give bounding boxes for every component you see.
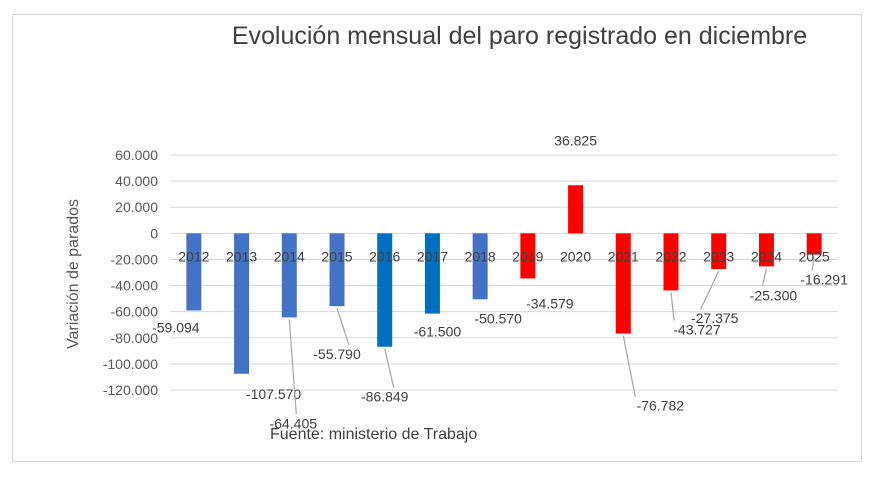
x-tick-label: 2019 (512, 248, 543, 264)
x-tick-label: 2012 (178, 248, 209, 264)
data-label-2012: -59.094 (152, 319, 200, 335)
leader-line (811, 256, 815, 271)
x-tick-label: 2014 (274, 248, 305, 264)
y-tick-label: -60.000 (111, 304, 159, 320)
x-tick-label: 2021 (608, 248, 639, 264)
x-tick-label: 2020 (560, 248, 591, 264)
x-tick-label: 2025 (799, 248, 830, 264)
bar-2013 (234, 233, 250, 374)
bar-2021 (615, 233, 631, 334)
bar-2024 (758, 233, 774, 267)
bar-2023 (711, 233, 727, 270)
bar-2018 (472, 233, 488, 300)
y-tick-label: -120.000 (103, 382, 158, 398)
leader-line (288, 319, 297, 415)
x-tick-label: 2024 (751, 248, 782, 264)
y-tick-label: 0 (150, 225, 158, 241)
data-label-2015: -55.790 (313, 346, 361, 362)
bar-2014 (281, 233, 297, 318)
leader-line (670, 292, 675, 321)
bar-2012 (186, 233, 202, 311)
bar-2019 (520, 233, 536, 279)
y-tick-label: -80.000 (111, 330, 159, 346)
y-tick-label: 40.000 (115, 173, 158, 189)
x-tick-label: 2016 (369, 248, 400, 264)
x-tick-label: 2018 (465, 248, 496, 264)
data-label-2013: -107.570 (246, 386, 301, 402)
x-tick-label: 2015 (321, 248, 352, 264)
bar-2017 (424, 233, 440, 314)
data-label-2022: -43.727 (673, 321, 721, 337)
y-tick-label: 60.000 (115, 147, 158, 163)
data-label-2024: -25.300 (750, 287, 798, 303)
y-tick-label: -20.000 (111, 251, 159, 267)
data-label-2019: -34.579 (526, 295, 574, 311)
y-tick-label: -40.000 (111, 278, 159, 294)
leader-line (622, 335, 636, 397)
data-label-2025: -16.291 (800, 272, 848, 288)
leader-line (761, 268, 768, 287)
data-label-2016: -86.849 (361, 389, 409, 405)
x-tick-label: 2013 (226, 248, 257, 264)
data-label-2014: -64.405 (270, 415, 318, 431)
source-note: Fuente: ministerio de Trabajo (270, 426, 478, 443)
y-tick-label: 20.000 (115, 199, 158, 215)
x-tick-label: 2023 (703, 248, 734, 264)
data-label-2021: -76.782 (637, 398, 685, 414)
data-label-2017: -61.500 (414, 324, 462, 340)
bar-2025 (806, 233, 822, 255)
x-tick-label: 2022 (655, 248, 686, 264)
chart-title: Evolución mensual del paro registrado en… (231, 22, 808, 50)
bar-2015 (329, 233, 345, 307)
data-label-2023: -27.375 (691, 310, 739, 326)
leader-line (384, 348, 395, 388)
data-label-2020: 36.825 (554, 132, 597, 148)
data-label-2018: -50.570 (474, 310, 522, 326)
bar-2016 (377, 233, 393, 347)
bar-2022 (663, 233, 679, 291)
x-tick-label: 2017 (417, 248, 448, 264)
bar-2020 (568, 185, 584, 234)
leader-line (700, 270, 720, 310)
y-tick-label: -100.000 (103, 356, 158, 372)
leader-line (336, 307, 350, 346)
